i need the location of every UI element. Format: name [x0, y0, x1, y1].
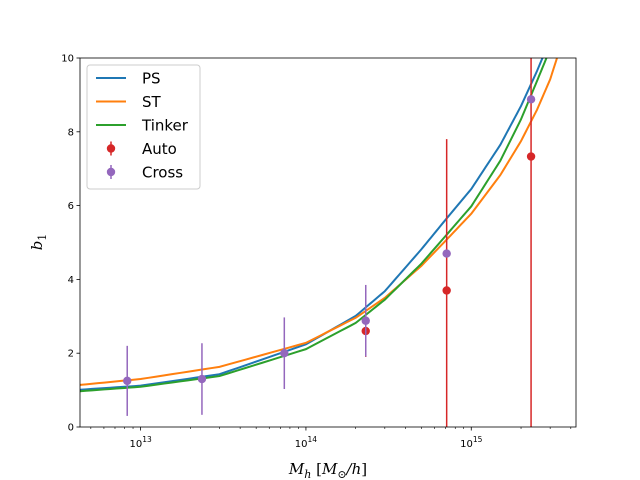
y-tick-label: 6 — [68, 201, 74, 212]
legend-label-tinker: Tinker — [141, 117, 189, 135]
series-layer — [80, 58, 558, 393]
legend-label-ps: PS — [142, 70, 161, 88]
point-auto — [442, 286, 451, 295]
legend-label-cross: Cross — [142, 164, 183, 182]
x-tick-label: 1014 — [295, 435, 318, 450]
point-cross — [361, 316, 370, 325]
x-tick-label: 1015 — [460, 435, 483, 450]
legend-label-auto: Auto — [142, 140, 177, 158]
legend-box — [86, 64, 201, 190]
line-ps — [80, 58, 544, 391]
y-tick-label: 2 — [68, 349, 74, 360]
y-tick-label: 10 — [61, 54, 74, 65]
point-cross — [526, 95, 536, 104]
point-cross — [280, 349, 289, 358]
points-layer — [123, 58, 536, 427]
y-tick-label: 4 — [68, 275, 74, 286]
x-axis-label: Mh [M⊙/h] — [288, 460, 367, 480]
point-cross — [442, 249, 451, 258]
legend-label-st: ST — [142, 93, 162, 111]
y-axis-label: b1 — [28, 234, 49, 251]
line-tinker — [80, 58, 548, 393]
legend-swatch-cross — [106, 167, 116, 177]
ticks-layer: 0 2 4 6 8 10 1013 1014 1015 — [61, 54, 572, 450]
point-cross — [197, 374, 207, 384]
point-cross — [123, 376, 132, 386]
y-tick-label: 0 — [68, 423, 74, 434]
line-st — [80, 58, 558, 386]
point-auto — [526, 152, 536, 161]
x-tick-label: 1013 — [129, 435, 152, 450]
plot-frame — [79, 57, 577, 428]
y-tick-label: 8 — [68, 127, 74, 138]
legend-swatch-auto — [106, 144, 116, 153]
legend: PS ST Tinker Auto Cross — [86, 64, 201, 190]
